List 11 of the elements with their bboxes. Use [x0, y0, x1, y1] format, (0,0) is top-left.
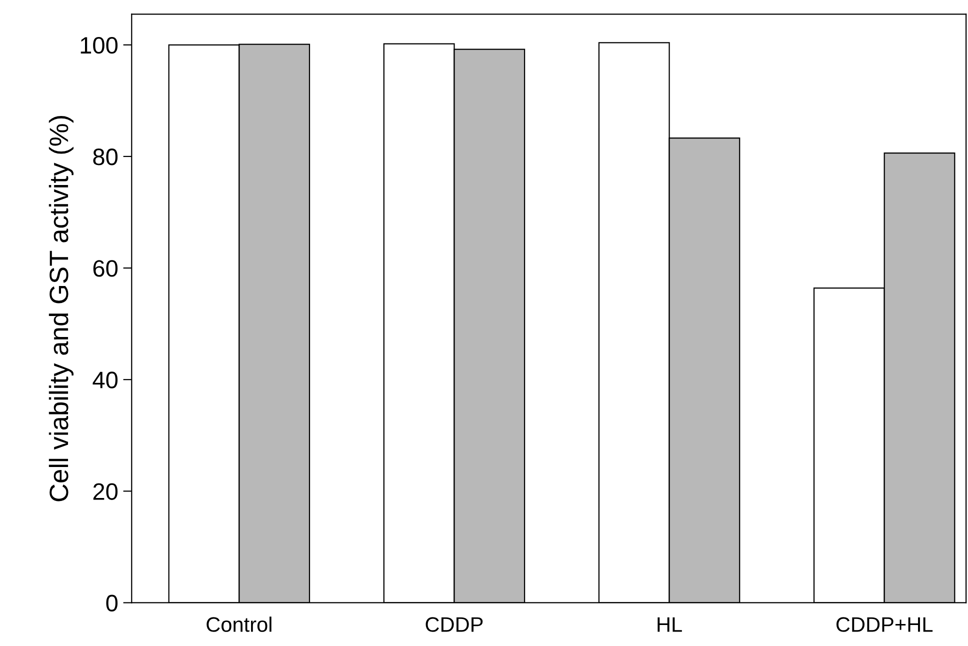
y-tick-label: 60: [93, 260, 118, 277]
y-tick-label: 40: [92, 372, 118, 388]
y-axis-title: Cell viability and GST activity (%): [48, 116, 74, 502]
x-tick-label: CDDP+HL: [836, 617, 933, 632]
y-tick-label: 0: [106, 594, 118, 612]
x-tick-label: Control: [206, 616, 272, 632]
y-tick-label: 100: [80, 36, 118, 54]
x-tick-label: CDDP: [426, 617, 483, 632]
x-tick-label: HL: [658, 617, 682, 632]
y-tick-label: 80: [93, 148, 118, 166]
y-tick-label: 20: [93, 483, 118, 500]
